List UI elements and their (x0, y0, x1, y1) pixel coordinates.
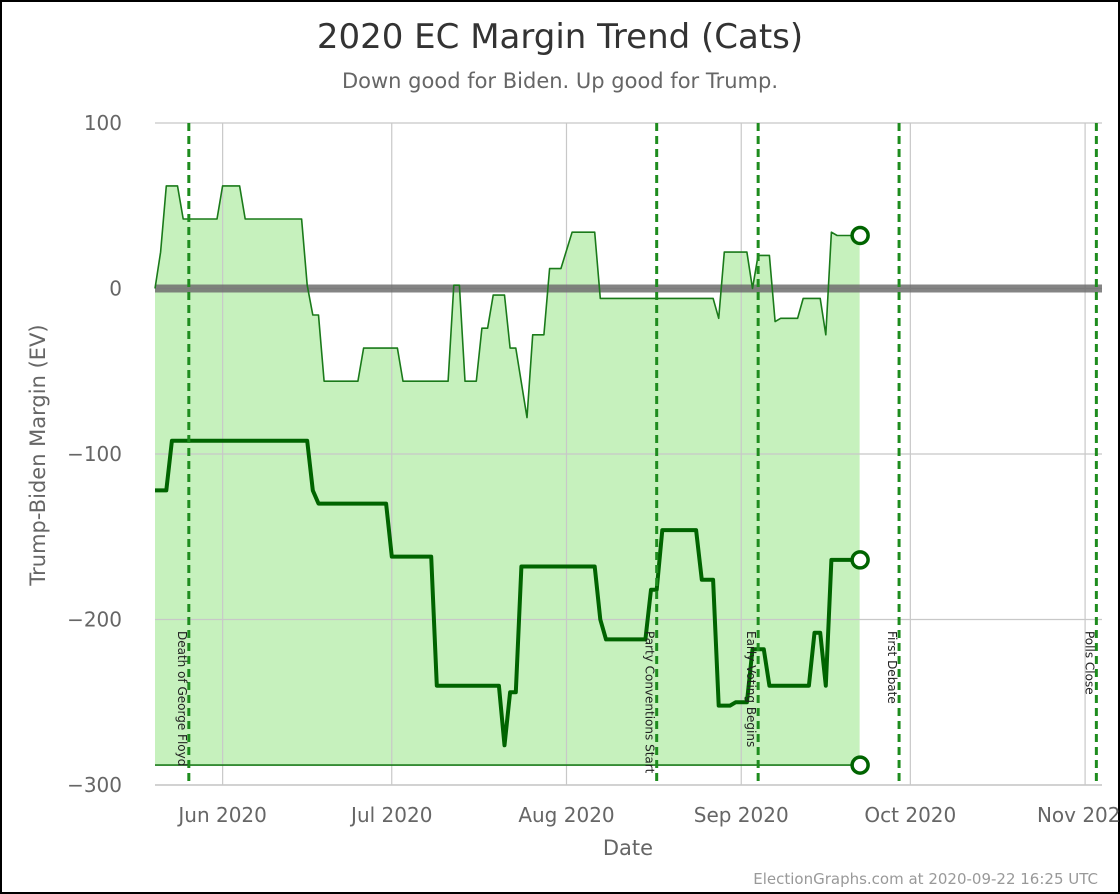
event-label: First Debate (885, 631, 899, 704)
x-tick-label: Jul 2020 (349, 803, 432, 827)
y-tick-label: −300 (67, 773, 122, 797)
x-tick-label: Sep 2020 (694, 803, 789, 827)
y-tick-label: −200 (67, 608, 122, 632)
range-band (155, 185, 860, 766)
event-label: Early Voting Begins (744, 631, 758, 747)
series-layer (154, 185, 860, 766)
end-marker-expected (850, 550, 870, 570)
grid-layer (155, 122, 1102, 786)
x-tick-label: Jun 2020 (176, 803, 267, 827)
events-layer: Death of George Floyd Party Conventions S… (175, 123, 1098, 785)
event-label: Party Conventions Start (643, 631, 657, 774)
series-line-expected (155, 438, 860, 748)
x-tick-label: Aug 2020 (518, 803, 614, 827)
y-tick-label: −100 (67, 442, 122, 466)
y-tick-labels: 100 0 −100 −200 −300 (67, 111, 122, 797)
x-tick-labels: Jun 2020 Jul 2020 Aug 2020 Sep 2020 Oct 2020… (176, 803, 1120, 827)
event-label: Death of George Floyd (175, 631, 189, 766)
x-tick-label: Oct 2020 (864, 803, 956, 827)
end-marker-lower (850, 755, 870, 775)
x-tick-label: Nov 2020 (1037, 803, 1120, 827)
chart-subtitle: Down good for Biden. Up good for Trump. (342, 69, 778, 93)
end-marker-upper (850, 225, 870, 246)
end-markers-layer (850, 225, 870, 775)
y-tick-label: 100 (84, 111, 122, 135)
y-axis-title: Trump-Biden Margin (EV) (26, 324, 50, 586)
x-axis-title: Date (603, 836, 653, 860)
chart-title: 2020 EC Margin Trend (Cats) (317, 17, 803, 57)
band-layer (155, 185, 860, 766)
y-tick-label: 0 (109, 277, 122, 301)
series-line-upper (154, 185, 860, 419)
event-label: Polls Close (1082, 631, 1096, 695)
credit-footer: ElectionGraphs.com at 2020-09-22 16:25 U… (753, 870, 1098, 888)
